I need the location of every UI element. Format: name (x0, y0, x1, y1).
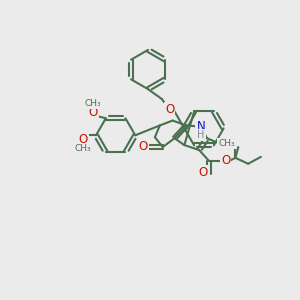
Text: O: O (88, 106, 98, 119)
Text: O: O (79, 133, 88, 146)
Text: CH₃: CH₃ (85, 99, 101, 108)
Text: CH₃: CH₃ (218, 139, 235, 148)
Text: H: H (197, 130, 205, 140)
Text: O: O (198, 166, 208, 179)
Text: N: N (197, 120, 206, 133)
Text: O: O (221, 154, 230, 167)
Text: CH₃: CH₃ (75, 143, 92, 152)
Text: O: O (139, 140, 148, 153)
Text: O: O (165, 103, 174, 116)
